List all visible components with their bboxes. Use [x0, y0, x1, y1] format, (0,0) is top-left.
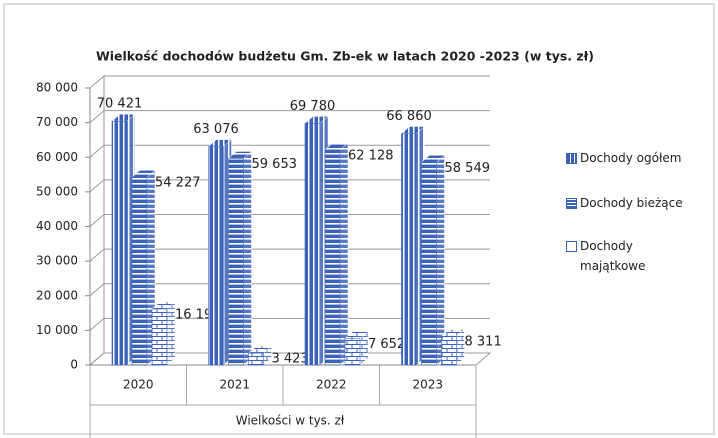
y-tick-label: 60 000	[36, 150, 78, 164]
y-tick-label: 30 000	[36, 254, 78, 268]
bar	[131, 169, 156, 366]
grid-line	[89, 248, 490, 262]
x-tick-label: 2020	[123, 378, 154, 392]
grid-line	[89, 283, 490, 297]
legend-swatch	[566, 241, 577, 252]
bar-face	[131, 176, 148, 366]
x-tick-label: 2023	[412, 378, 443, 392]
chart-border	[3, 3, 715, 435]
data-label: 59 653	[252, 157, 298, 172]
bar	[400, 125, 426, 366]
bar	[207, 139, 233, 366]
bar	[344, 330, 369, 366]
data-label: 58 549	[445, 161, 491, 176]
legend-swatch	[566, 198, 577, 209]
grid-line	[89, 144, 490, 158]
legend-label: Dochody ogółem	[580, 151, 682, 165]
y-tick-label: 10 000	[36, 323, 78, 337]
y-tick-label: 20 000	[36, 288, 78, 302]
legend-label: Dochody bieżące	[580, 196, 683, 210]
legend-swatch	[566, 153, 577, 164]
x-tick-label: 2022	[316, 378, 347, 392]
bar-face	[208, 146, 224, 366]
data-label: 63 076	[193, 122, 239, 137]
y-tick-label: 80 000	[36, 81, 78, 95]
data-label: 70 421	[97, 97, 143, 112]
bar-face	[344, 338, 361, 366]
bar	[151, 301, 176, 366]
bar	[111, 113, 136, 366]
bar-face	[441, 335, 457, 366]
bar-face	[421, 161, 437, 366]
bar	[324, 142, 349, 366]
data-label: 7 652	[368, 337, 405, 352]
grid-line	[89, 75, 490, 89]
legend-item: Dochody ogółem	[566, 148, 690, 168]
bar-face	[166, 301, 176, 366]
bar-face	[248, 352, 264, 366]
data-label: 3 423	[272, 352, 309, 367]
y-tick-label: 70 000	[36, 115, 78, 129]
data-label: 69 780	[290, 99, 336, 114]
bar-face	[339, 142, 349, 366]
legend-item: Dochody bieżące	[566, 193, 690, 213]
data-label: 62 128	[348, 148, 394, 163]
y-tick-label: 0	[70, 358, 78, 372]
y-tick-label: 40 000	[36, 219, 78, 233]
bar-face	[228, 158, 244, 366]
bar	[420, 154, 446, 366]
bar	[227, 150, 253, 366]
bar-face	[324, 149, 341, 366]
bar	[440, 328, 466, 366]
legend-label: Dochody majątkowe	[580, 239, 646, 273]
bar-face	[401, 133, 417, 366]
bar	[304, 115, 329, 366]
data-label: 54 227	[155, 176, 201, 191]
y-tick-label: 50 000	[36, 184, 78, 198]
bar-face	[243, 150, 252, 366]
legend-item: Dochody majątkowe	[566, 236, 690, 276]
data-label: 66 860	[386, 109, 432, 124]
data-label: 8 311	[465, 335, 502, 350]
grid-line	[89, 317, 490, 331]
grid-line	[89, 214, 490, 227]
x-tick-label: 2021	[219, 378, 250, 392]
bar-face	[151, 308, 168, 366]
grid-line	[89, 179, 490, 193]
grid-line	[89, 110, 490, 124]
bar-face	[111, 120, 128, 366]
x-axis-label: Wielkości w tys. zł	[236, 414, 345, 428]
bar-face	[436, 154, 445, 366]
bar-face	[304, 123, 321, 366]
bar	[247, 345, 273, 366]
chart-title: Wielkość dochodów budżetu Gm. Zb-ek w la…	[96, 49, 594, 64]
